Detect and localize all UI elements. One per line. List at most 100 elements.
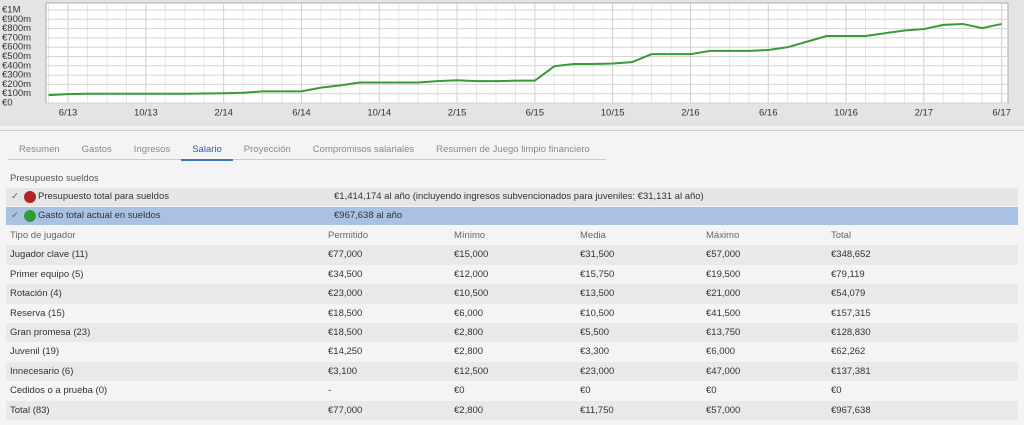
- table-cell: €10,500: [454, 288, 489, 300]
- table-cell: €2,800: [454, 404, 484, 416]
- budget-row: ✓ Gasto total actual en sueldos €967,638 a…: [6, 207, 1018, 225]
- table-cell: €6,000: [454, 307, 484, 319]
- table-cell: €62,262: [831, 346, 866, 358]
- y-tick-label: €800m: [2, 23, 31, 34]
- section-title: Presupuesto sueldos: [10, 173, 99, 184]
- x-tick-label: 10/14: [367, 108, 391, 119]
- table-cell: €3,300: [580, 346, 610, 358]
- table-cell: €157,315: [831, 307, 871, 319]
- table-row: Primer equipo (5) €34,500 €12,000 €15,750 €1…: [6, 265, 1018, 284]
- tab[interactable]: Proyección: [243, 144, 291, 155]
- column-header: Permitido: [328, 230, 369, 241]
- tab-bar: Resumen Gastos Ingresos Salario Proyección Co…: [8, 141, 606, 161]
- table-cell: €54,079: [831, 288, 866, 300]
- x-tick-label: 6/17: [992, 108, 1011, 119]
- tab[interactable]: Gastos: [81, 144, 112, 155]
- tab[interactable]: Salario: [181, 141, 233, 161]
- table-cell: €77,000: [328, 404, 363, 416]
- y-tick-label: €500m: [2, 51, 31, 62]
- table-cell: Cedidos o a prueba (0): [10, 385, 108, 397]
- table-cell: €15,750: [580, 268, 615, 280]
- column-header: Mínimo: [454, 230, 486, 241]
- table-row: Reserva (15) €18,500 €6,000 €10,500 €41,500 €…: [6, 304, 1018, 323]
- table-cell: €18,500: [328, 326, 363, 338]
- tab[interactable]: Ingresos: [133, 144, 171, 155]
- table-cell: €34,500: [328, 268, 363, 280]
- row-icon: ✓: [11, 210, 19, 221]
- table-cell: €47,000: [706, 365, 741, 377]
- tab[interactable]: Resumen: [19, 144, 60, 155]
- table-cell: €0: [831, 385, 842, 397]
- x-tick-label: 2/16: [681, 108, 700, 119]
- x-tick-label: 10/16: [834, 108, 858, 119]
- budget-value: €1,414,174 al año (incluyendo ingresos s…: [334, 191, 704, 202]
- table-cell: €348,652: [831, 249, 871, 261]
- table-cell: €967,638: [831, 404, 871, 416]
- y-tick-label: €900m: [2, 14, 31, 25]
- table-cell: €23,000: [328, 288, 363, 300]
- table-row: Jugador clave (11) €77,000 €15,000 €31,500 €…: [6, 245, 1018, 265]
- y-tick-label: €200m: [2, 79, 31, 90]
- table-cell: €41,500: [706, 307, 741, 319]
- table-cell: Rotación (4): [10, 288, 62, 300]
- table-cell: Innecesario (6): [10, 365, 74, 377]
- budget-value: €967,638 al año: [334, 210, 403, 221]
- table-cell: €6,000: [706, 346, 736, 358]
- table-cell: -: [328, 385, 332, 397]
- table-row: Juvenil (19) €14,250 €2,800 €3,300 €6,000 €62…: [6, 342, 1018, 361]
- column-header: Tipo de jugador: [10, 230, 76, 241]
- budget-label: Presupuesto total para sueldos: [38, 191, 169, 202]
- chart-panel: 6/13 10/13 2/14 6/14 10/14 2/15 6/15 10/15 2/16 6…: [0, 0, 1024, 126]
- tab[interactable]: Resumen de Juego limpio financiero: [436, 144, 590, 155]
- status-dot: [24, 210, 36, 222]
- table-cell: €13,750: [706, 326, 741, 338]
- x-tick-label: 2/15: [448, 108, 467, 119]
- table-cell: €15,000: [454, 249, 489, 261]
- table-cell: €5,500: [580, 326, 610, 338]
- table-cell: €128,830: [831, 326, 871, 338]
- budget-row: ✓ Presupuesto total para sueldos €1,414,17…: [6, 188, 1018, 206]
- table-row: Innecesario (6) €3,100 €12,500 €23,000 €47,0…: [6, 361, 1018, 382]
- column-header: Máximo: [706, 230, 740, 241]
- table-row: Total (83) €77,000 €2,800 €11,750 €57,000 €96…: [6, 400, 1018, 420]
- table-row: Rotación (4) €23,000 €10,500 €13,500 €21,000…: [6, 284, 1018, 304]
- y-tick-label: €600m: [2, 42, 31, 53]
- table-cell: €12,500: [454, 365, 489, 377]
- y-tick-label: €0: [2, 98, 13, 109]
- table-cell: €77,000: [328, 249, 363, 261]
- column-header: Media: [580, 230, 606, 241]
- table-cell: €31,500: [580, 249, 615, 261]
- table-cell: Jugador clave (11): [10, 249, 88, 261]
- table-row: Cedidos o a prueba (0) - €0 €0 €0 €0: [6, 381, 1018, 400]
- y-tick-label: €1M: [2, 5, 21, 16]
- table-cell: €57,000: [706, 404, 741, 416]
- status-dot: [24, 191, 36, 203]
- row-icon: ✓: [11, 191, 19, 202]
- table-cell: €0: [706, 385, 717, 397]
- y-tick-label: €100m: [2, 88, 31, 99]
- x-tick-label: 6/15: [526, 108, 545, 119]
- table-cell: €2,800: [454, 326, 484, 338]
- tab[interactable]: Compromisos salariales: [312, 144, 415, 155]
- plot-area: [45, 2, 1009, 104]
- content: Resumen Gastos Ingresos Salario Proyección Co…: [0, 130, 1024, 425]
- table-cell: €14,250: [328, 346, 363, 358]
- column-header: Total: [831, 230, 852, 241]
- y-tick-label: €300m: [2, 70, 31, 81]
- budget-label: Gasto total actual en sueldos: [38, 210, 161, 221]
- table-cell: €0: [580, 385, 591, 397]
- table-cell: €23,000: [580, 365, 615, 377]
- table-cell: €137,381: [831, 365, 871, 377]
- table-cell: Gran promesa (23): [10, 326, 91, 338]
- x-tick-label: 6/13: [59, 108, 78, 119]
- x-tick-label: 10/13: [134, 108, 158, 119]
- table-cell: €79,119: [831, 268, 865, 280]
- y-tick-label: €400m: [2, 60, 31, 71]
- table-cell: €57,000: [706, 249, 741, 261]
- table-header: Tipo de jugador Permitido Mínimo Media Máxim…: [6, 226, 1018, 245]
- table-cell: €18,500: [328, 307, 363, 319]
- table-cell: €21,000: [706, 288, 741, 300]
- x-tick-label: 2/14: [214, 108, 233, 119]
- x-tick-label: 6/16: [759, 108, 778, 119]
- table-cell: Juvenil (19): [10, 346, 60, 358]
